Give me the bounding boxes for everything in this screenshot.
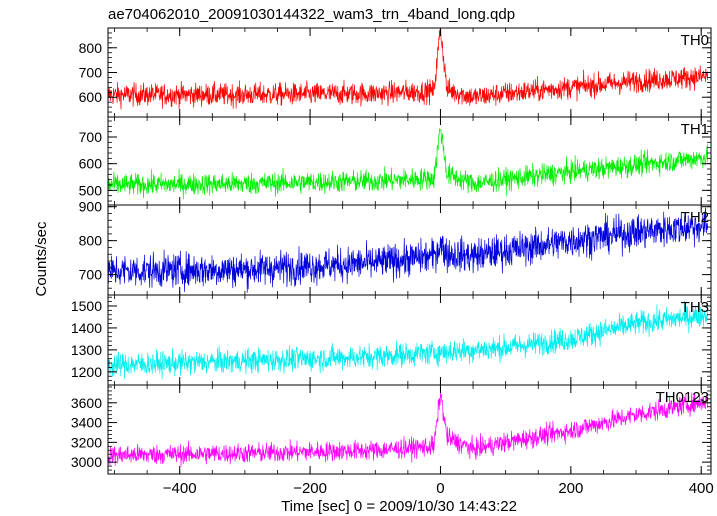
x-tick-label: 400 bbox=[689, 480, 714, 497]
panel-label-th3: TH3 bbox=[681, 299, 709, 316]
y-tick-label: 700 bbox=[79, 129, 103, 145]
chart-title: ae704062010_20091030144322_wam3_trn_4ban… bbox=[108, 6, 515, 23]
panel-label-th2: TH2 bbox=[681, 209, 709, 226]
series-th1 bbox=[108, 129, 708, 200]
y-axis-label: Counts/sec bbox=[33, 221, 50, 297]
x-tick-label: 0 bbox=[436, 480, 444, 497]
series-th3 bbox=[108, 301, 708, 379]
y-tick-label: 700 bbox=[79, 65, 103, 81]
y-tick-label: 900 bbox=[79, 199, 103, 215]
panel-label-th0: TH0 bbox=[681, 32, 709, 49]
panel-frame bbox=[108, 28, 711, 117]
series-th0123 bbox=[108, 393, 708, 467]
x-axis: −400 −200 0 200 400 bbox=[163, 480, 714, 497]
series-th0 bbox=[108, 29, 708, 109]
y-tick-label: 1200 bbox=[71, 364, 102, 380]
panel-th3: 1200 1300 1400 1500 TH3 bbox=[71, 295, 711, 385]
y-tick-label: 500 bbox=[79, 182, 103, 198]
x-axis-label: Time [sec] 0 = 2009/10/30 14:43:22 bbox=[281, 498, 517, 515]
y-tick-label: 600 bbox=[79, 156, 103, 172]
panel-th0: 600 700 800 TH0 bbox=[79, 28, 711, 117]
panel-label-th1: TH1 bbox=[681, 121, 709, 138]
y-tick-label: 1400 bbox=[71, 320, 102, 336]
y-tick-label: 3600 bbox=[71, 395, 102, 411]
panel-frame bbox=[108, 295, 711, 385]
series-th2 bbox=[108, 208, 708, 293]
x-tick-label: 200 bbox=[558, 480, 583, 497]
y-tick-label: 3200 bbox=[71, 434, 102, 450]
panel-th2: 700 800 900 TH2 bbox=[79, 199, 711, 295]
y-tick-label: 3400 bbox=[71, 415, 102, 431]
y-tick-label: 800 bbox=[79, 40, 103, 56]
panel-frame bbox=[108, 205, 711, 295]
y-tick-label: 700 bbox=[79, 267, 103, 283]
panel-th0123: 3000 3200 3400 3600 TH0123 bbox=[71, 385, 711, 474]
y-tick-label: 600 bbox=[79, 89, 103, 105]
panel-label-th0123: TH0123 bbox=[656, 389, 709, 406]
y-tick-label: 3000 bbox=[71, 454, 102, 470]
y-tick-label: 1300 bbox=[71, 342, 102, 358]
y-tick-label: 1500 bbox=[71, 298, 102, 314]
x-tick-label: −200 bbox=[293, 480, 327, 497]
chart-panels: 600 700 800 TH0 500 600 700 TH1 700 800 900 TH2 1200… bbox=[71, 28, 711, 474]
x-tick-label: −400 bbox=[163, 480, 197, 497]
panel-th1: 500 600 700 TH1 bbox=[79, 117, 711, 205]
y-tick-label: 800 bbox=[79, 233, 103, 249]
panel-frame bbox=[108, 385, 711, 474]
